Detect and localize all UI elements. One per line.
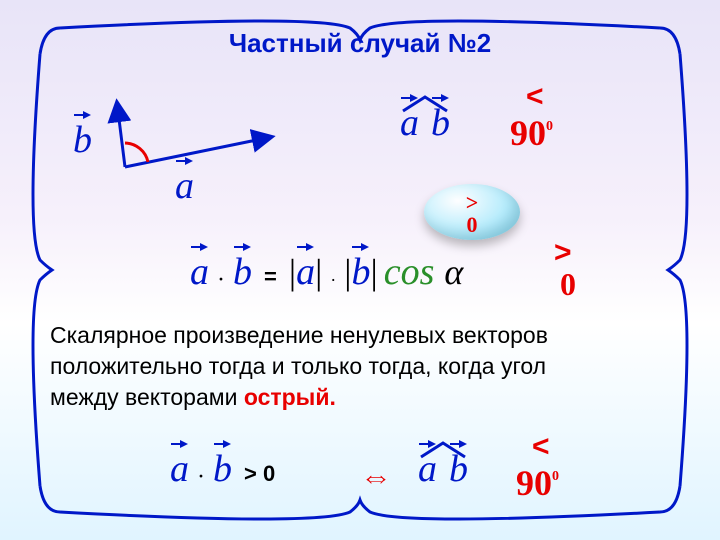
statement-text: Скалярное произведение ненулевых векторо… <box>50 320 670 413</box>
angle-ab-top: a b <box>400 104 450 142</box>
ninety-bottom: 900 <box>516 462 559 504</box>
vector-a-label: a <box>175 167 194 205</box>
lt-sign-bottom: < <box>532 430 550 464</box>
zero-formula: 0 <box>560 266 576 303</box>
ellipse-highlight: > 0 <box>424 184 520 240</box>
lt-sign-top: < <box>526 80 544 114</box>
vector-b-label: b <box>73 121 92 159</box>
vector-diagram: b a <box>75 85 285 205</box>
slide-title: Частный случай №2 <box>0 28 720 59</box>
bottom-angle-ab: a b <box>418 450 468 488</box>
ninety-top: 900 <box>510 112 553 154</box>
iff-symbol: ⇔ <box>360 458 392 495</box>
bottom-iff-left: a · b > 0 <box>170 450 275 491</box>
ellipse-zero: 0 <box>424 212 520 238</box>
dot-product-formula: a · b = |a| · |b| cos α <box>190 250 463 294</box>
gt-sign-formula: > <box>554 236 572 270</box>
